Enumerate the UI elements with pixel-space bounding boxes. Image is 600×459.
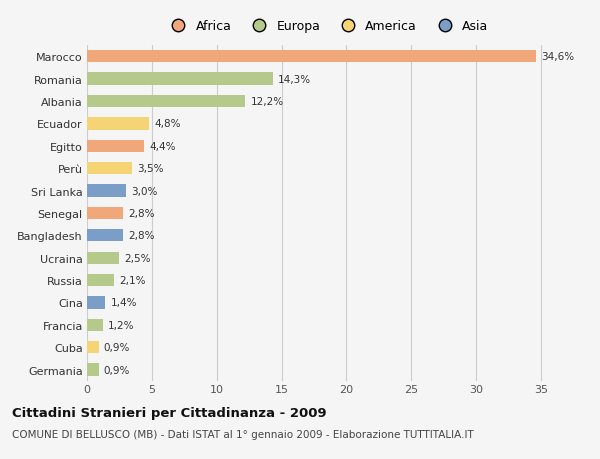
Text: 2,8%: 2,8% (128, 231, 155, 241)
Bar (87, 252, 119, 264)
Text: 1,2%: 1,2% (108, 320, 134, 330)
Bar (87, 185, 126, 197)
Text: 1,4%: 1,4% (110, 298, 137, 308)
Bar (87, 95, 245, 108)
Text: COMUNE DI BELLUSCO (MB) - Dati ISTAT al 1° gennaio 2009 - Elaborazione TUTTITALI: COMUNE DI BELLUSCO (MB) - Dati ISTAT al … (12, 429, 474, 439)
Text: 12,2%: 12,2% (250, 97, 284, 107)
Bar (87, 274, 114, 286)
Text: 2,1%: 2,1% (119, 275, 146, 285)
Text: 4,8%: 4,8% (154, 119, 181, 129)
Bar (87, 73, 272, 85)
Bar (87, 140, 144, 152)
Text: 3,5%: 3,5% (137, 164, 164, 174)
Bar (87, 207, 124, 219)
Text: 2,8%: 2,8% (128, 208, 155, 218)
Text: Cittadini Stranieri per Cittadinanza - 2009: Cittadini Stranieri per Cittadinanza - 2… (12, 406, 326, 419)
Text: 0,9%: 0,9% (104, 365, 130, 375)
Text: 34,6%: 34,6% (541, 52, 574, 62)
Text: 14,3%: 14,3% (278, 74, 311, 84)
Bar (87, 364, 98, 376)
Bar (87, 230, 124, 242)
Bar (87, 51, 536, 63)
Bar (87, 319, 103, 331)
Text: 4,4%: 4,4% (149, 141, 176, 151)
Text: 2,5%: 2,5% (125, 253, 151, 263)
Bar (87, 297, 105, 309)
Bar (87, 162, 133, 175)
Legend: Africa, Europa, America, Asia: Africa, Europa, America, Asia (166, 20, 488, 33)
Bar (87, 341, 98, 353)
Text: 3,0%: 3,0% (131, 186, 157, 196)
Text: 0,9%: 0,9% (104, 342, 130, 353)
Bar (87, 118, 149, 130)
